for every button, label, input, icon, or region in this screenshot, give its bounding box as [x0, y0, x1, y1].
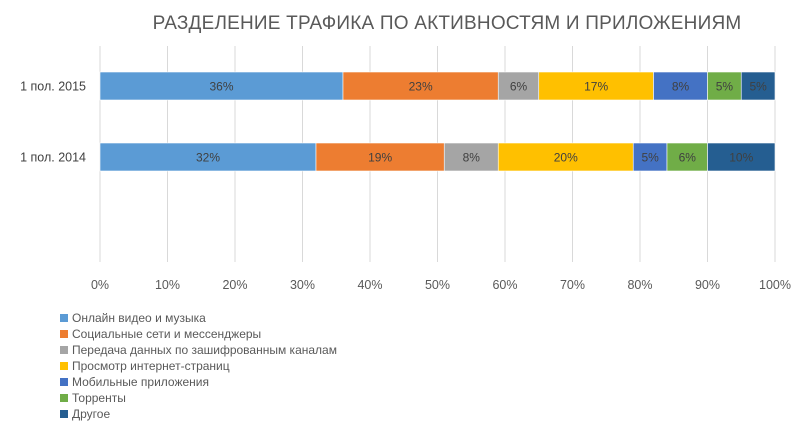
legend-swatch: [60, 410, 68, 418]
x-axis-ticks: 0% 10% 20% 30% 40% 50% 60% 70% 80% 90% 100%: [91, 278, 791, 292]
bar-segment: [99, 71, 344, 101]
legend-swatch: [60, 330, 68, 338]
x-tick-label: 60%: [492, 278, 517, 292]
legend-entry: Мобильные приложения: [72, 375, 209, 389]
bar-segment: [538, 71, 654, 101]
x-tick-label: 20%: [222, 278, 247, 292]
x-tick-label: 80%: [627, 278, 652, 292]
data-label: 17%: [584, 80, 608, 94]
legend-swatch: [60, 346, 68, 354]
x-tick-label: 10%: [155, 278, 180, 292]
data-label: 36%: [209, 80, 233, 94]
data-label: 5%: [641, 151, 659, 165]
legend-swatch: [60, 362, 68, 370]
data-label: 6%: [679, 151, 697, 165]
category-label: 1 пол. 2015: [20, 80, 86, 94]
data-label: 5%: [749, 80, 767, 94]
legend-entry: Просмотр интернет-страниц: [72, 359, 230, 373]
x-tick-label: 0%: [91, 278, 109, 292]
data-label: 8%: [672, 80, 690, 94]
data-label: 5%: [716, 80, 734, 94]
legend-swatch: [60, 378, 68, 386]
bar-segment: [707, 71, 742, 101]
legend-entry: Другое: [72, 407, 110, 421]
x-tick-label: 70%: [560, 278, 585, 292]
legend-swatch: [60, 394, 68, 402]
bar-segment: [653, 71, 708, 101]
bar-series: 36% 23% 6% 17% 8% 5% 5% 32% 19% 8% 20% 5% 6% 10%: [99, 71, 776, 172]
bar-segment: [99, 142, 317, 172]
bar-segment: [632, 142, 668, 172]
x-tick-label: 90%: [695, 278, 720, 292]
bar-segment: [707, 142, 776, 172]
category-labels: 1 пол. 2015 1 пол. 2014: [20, 80, 86, 165]
bar-segment: [315, 142, 445, 172]
x-tick-label: 40%: [357, 278, 382, 292]
data-label: 8%: [463, 151, 481, 165]
x-tick-label: 100%: [759, 278, 791, 292]
bar-segment: [342, 71, 499, 101]
bar-segment: [497, 71, 540, 101]
x-tick-label: 50%: [425, 278, 450, 292]
bar-segment: [740, 71, 776, 101]
bar-segment: [443, 142, 499, 172]
data-label: 20%: [554, 151, 578, 165]
data-label: 6%: [510, 80, 528, 94]
legend: Онлайн видео и музыка Социальные сети и м…: [60, 311, 337, 421]
chart-title: РАЗДЕЛЕНИЕ ТРАФИКА ПО АКТИВНОСТЯМ И ПРИЛ…: [153, 13, 742, 34]
data-label: 10%: [729, 151, 753, 165]
data-label: 23%: [409, 80, 433, 94]
legend-entry: Торренты: [72, 391, 126, 405]
bar-segment: [666, 142, 708, 172]
legend-entry: Передача данных по зашифрованным каналам: [72, 343, 337, 357]
category-label: 1 пол. 2014: [20, 151, 86, 165]
data-label: 32%: [196, 151, 220, 165]
data-label: 19%: [368, 151, 392, 165]
x-tick-label: 30%: [290, 278, 315, 292]
legend-entry: Социальные сети и мессенджеры: [72, 327, 261, 341]
legend-swatch: [60, 314, 68, 322]
legend-entry: Онлайн видео и музыка: [72, 311, 206, 325]
